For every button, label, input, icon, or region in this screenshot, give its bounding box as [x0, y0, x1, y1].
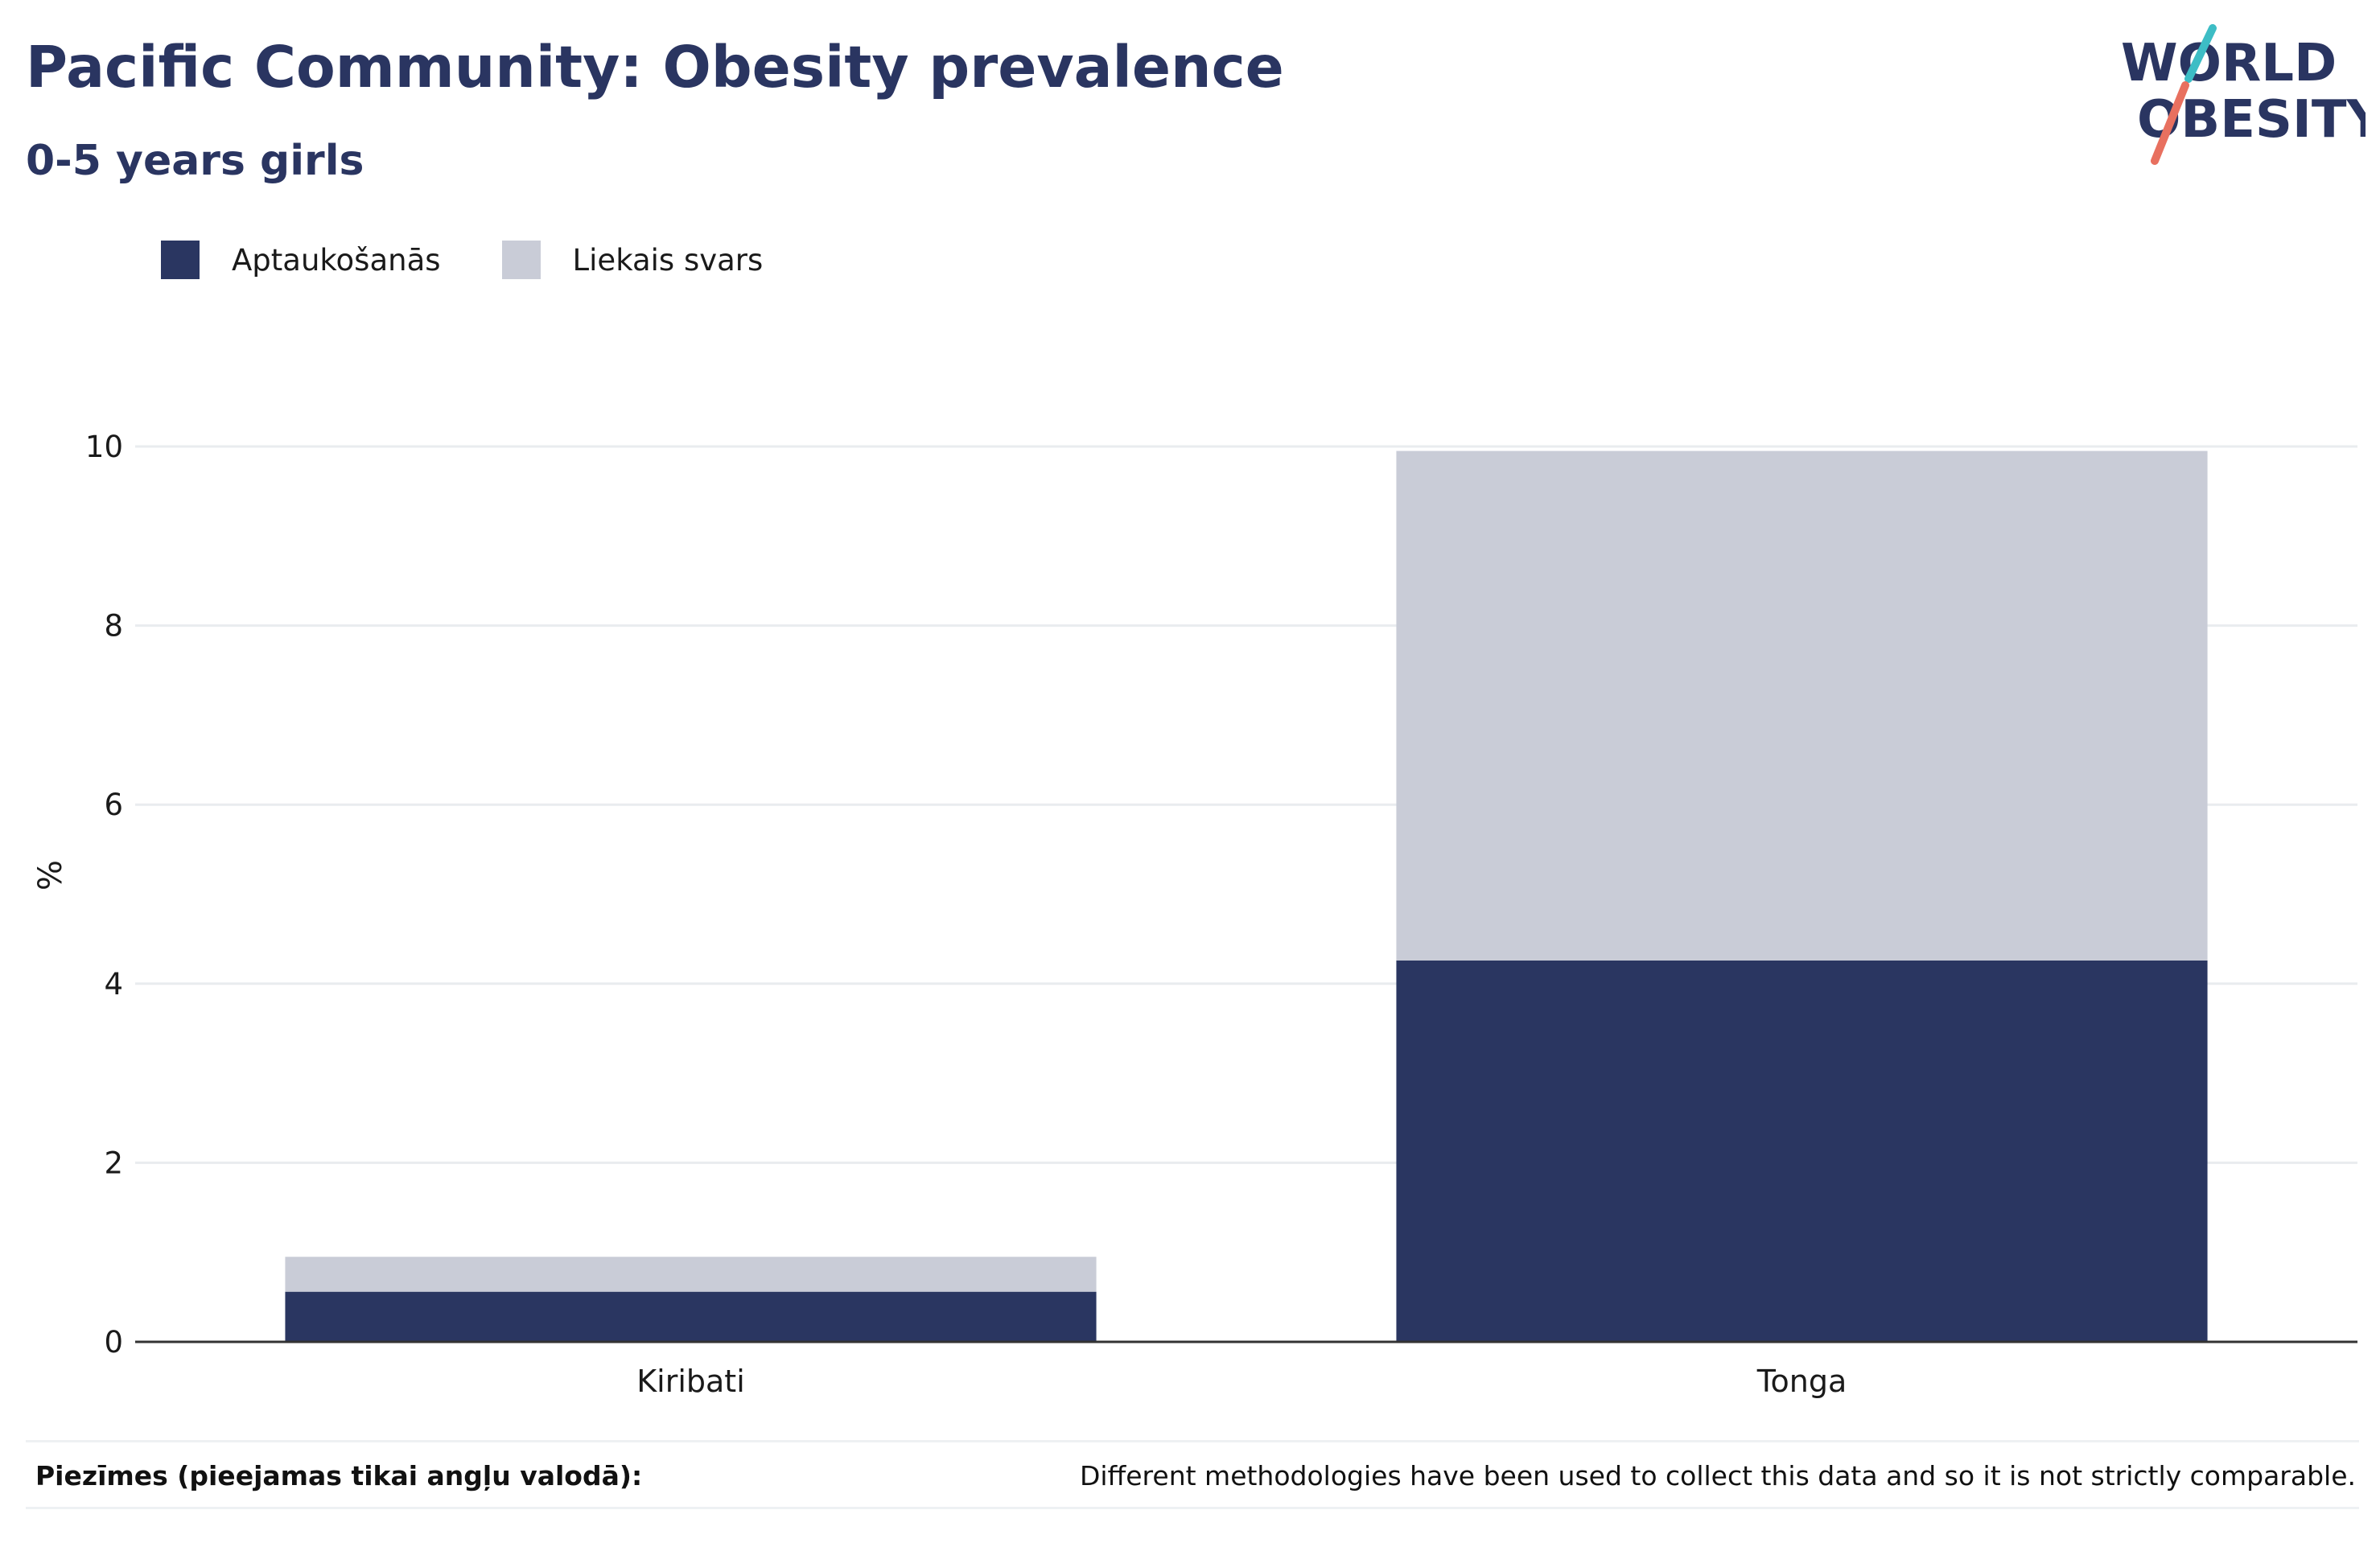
- logo-text-world: WORLD: [2121, 34, 2337, 93]
- bar-obesity-kiribati[interactable]: [285, 1291, 1097, 1342]
- y-tick-label: 4: [104, 967, 123, 1002]
- y-tick-label: 0: [104, 1325, 123, 1360]
- world-obesity-logo-icon: WORLD OBESITY: [2121, 24, 2366, 165]
- legend-label-obesity: Aptaukošanās: [232, 242, 441, 278]
- y-tick-label: 6: [104, 788, 123, 822]
- y-tick-labels: 0 2 4 6 8 10: [85, 430, 123, 1360]
- bars: [285, 451, 2208, 1342]
- x-tick-labels: Kiribati Tonga: [636, 1364, 1847, 1399]
- legend: Aptaukošanās Liekais svars: [161, 240, 824, 280]
- legend-item-overweight[interactable]: Liekais svars: [501, 241, 764, 279]
- legend-item-obesity[interactable]: Aptaukošanās: [161, 241, 441, 279]
- notes-text: Different methodologies have been used t…: [1079, 1460, 2356, 1491]
- y-tick-label: 2: [104, 1146, 123, 1180]
- bar-overweight-tonga[interactable]: [1396, 451, 2208, 961]
- y-tick-label: 10: [85, 430, 123, 464]
- y-tick-label: 8: [104, 609, 123, 644]
- chart-subtitle: 0-5 years girls: [26, 137, 364, 185]
- stacked-bar-chart: 0 2 4 6 8 10 Kiribati Tonga %: [32, 430, 2357, 1399]
- legend-label-overweight: Liekais svars: [572, 242, 764, 278]
- x-tick-label: Tonga: [1756, 1364, 1847, 1399]
- bar-obesity-tonga[interactable]: [1396, 960, 2208, 1342]
- chart-title: Pacific Community: Obesity prevalence: [26, 34, 1284, 101]
- logo-slash-coral: [2151, 81, 2189, 165]
- x-tick-label: Kiribati: [636, 1364, 745, 1399]
- legend-swatch-overweight: [501, 241, 541, 279]
- notes-label: Piezīmes (pieejamas tikai angļu valodā):: [35, 1460, 643, 1491]
- legend-swatch-obesity: [161, 241, 200, 279]
- y-axis-label: %: [32, 860, 69, 891]
- notes-bar: Piezīmes (pieejamas tikai angļu valodā):…: [26, 1440, 2359, 1509]
- logo-slash-teal: [2184, 24, 2217, 83]
- bar-overweight-kiribati[interactable]: [285, 1257, 1097, 1292]
